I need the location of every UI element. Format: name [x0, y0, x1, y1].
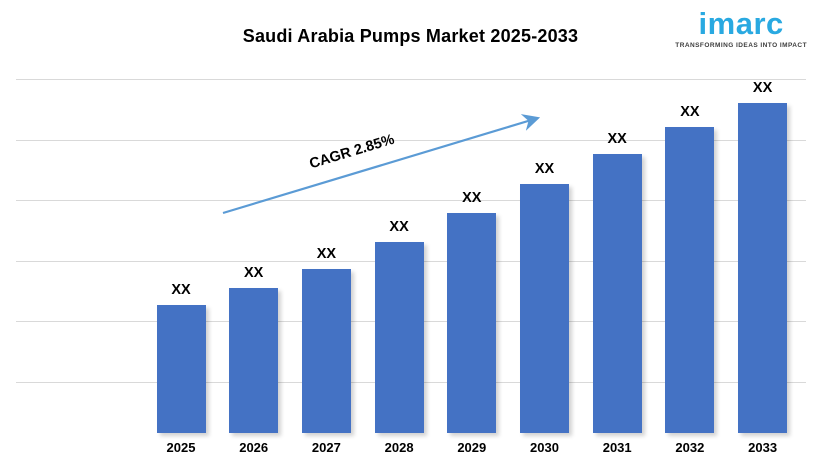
bar-2030: [520, 184, 569, 433]
bar-2026: [229, 288, 279, 433]
bar-value-label-2026: XX: [244, 265, 264, 281]
bar-value-label-2027: XX: [316, 246, 337, 262]
bar-2027: [301, 269, 351, 433]
bar-2032: [665, 127, 715, 433]
bar-value-label-2033: XX: [752, 80, 773, 96]
bar-2029: [447, 213, 497, 433]
x-axis-label-2026: 2026: [239, 440, 269, 455]
x-axis-label-2028: 2028: [384, 440, 414, 455]
bar-value-label-2031: XX: [607, 131, 627, 147]
x-axis-label-2030: 2030: [530, 440, 559, 455]
bar-2028: [374, 242, 424, 433]
x-axis-label-2033: 2033: [748, 440, 778, 455]
x-axis-label-2025: 2025: [166, 440, 196, 455]
bar-2031: [592, 154, 642, 433]
imarc-wordmark: imarc: [698, 6, 784, 41]
bar-value-label-2025: XX: [171, 282, 191, 298]
bar-value-label-2029: XX: [462, 190, 482, 206]
bar-2025: [156, 305, 206, 433]
imarc-tagline: TRANSFORMING IDEAS INTO IMPACT: [675, 41, 807, 49]
plot-area: XX 2025 XX 2026 XX 2027 XX 2028 XX 2029 XX 2030 XX 20…: [16, 79, 806, 455]
bar-value-label-2028: XX: [389, 219, 409, 235]
bar-value-label-2030: XX: [534, 161, 555, 177]
x-axis-label-2027: 2027: [311, 440, 341, 455]
chart-title: Saudi Arabia Pumps Market 2025-2033: [242, 26, 579, 46]
gridline: [16, 79, 806, 80]
imarc-logo: imarc TRANSFORMING IDEAS INTO IMPACT: [675, 6, 807, 49]
bar-2033: [738, 103, 788, 433]
x-axis-label-2032: 2032: [675, 440, 705, 455]
x-axis-label-2031: 2031: [602, 440, 632, 455]
bar-value-label-2032: XX: [680, 104, 700, 120]
x-axis-label-2029: 2029: [457, 440, 487, 455]
